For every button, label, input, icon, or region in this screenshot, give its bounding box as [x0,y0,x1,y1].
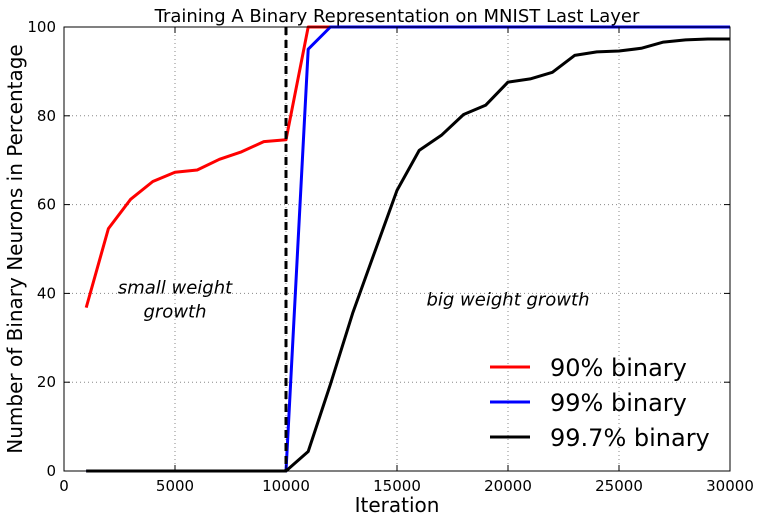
legend-label-2: 99.7% binary [550,424,710,452]
annotation-1: big weight growth [426,289,589,310]
annotation-line: small weight [118,277,233,298]
x-tick-label: 30000 [706,477,754,495]
x-tick-label: 5000 [156,477,194,495]
y-tick-label: 80 [37,107,56,125]
annotation-line: growth [143,301,206,322]
x-tick-label: 20000 [484,477,532,495]
legend-label-1: 99% binary [550,389,687,417]
x-tick-label: 0 [59,477,69,495]
legend-label-0: 90% binary [550,354,687,382]
y-axis-label: Number of Binary Neurons in Percentage [3,44,27,453]
x-tick-label: 15000 [373,477,421,495]
y-tick-label: 60 [37,196,56,214]
y-tick-label: 20 [37,373,56,391]
y-tick-label: 40 [37,284,56,302]
annotation-0: small weight growth [118,277,233,322]
x-axis-label: Iteration [355,493,440,517]
annotation-line: big weight growth [426,289,589,310]
y-tick-label: 100 [27,18,56,36]
y-tick-label: 0 [46,462,56,480]
chart-title: Training A Binary Representation on MNIS… [154,6,640,27]
series-line-0 [84,25,730,309]
ticks: 0 5000 10000 15000 20000 25000 30000 0 20 40 60 80 1… [27,18,754,495]
legend: 90% binary 99% binary 99.7% binary [490,354,710,452]
x-tick-label: 10000 [262,477,310,495]
x-tick-label: 25000 [595,477,643,495]
annotations: small weight growth big weight growth [118,277,590,322]
